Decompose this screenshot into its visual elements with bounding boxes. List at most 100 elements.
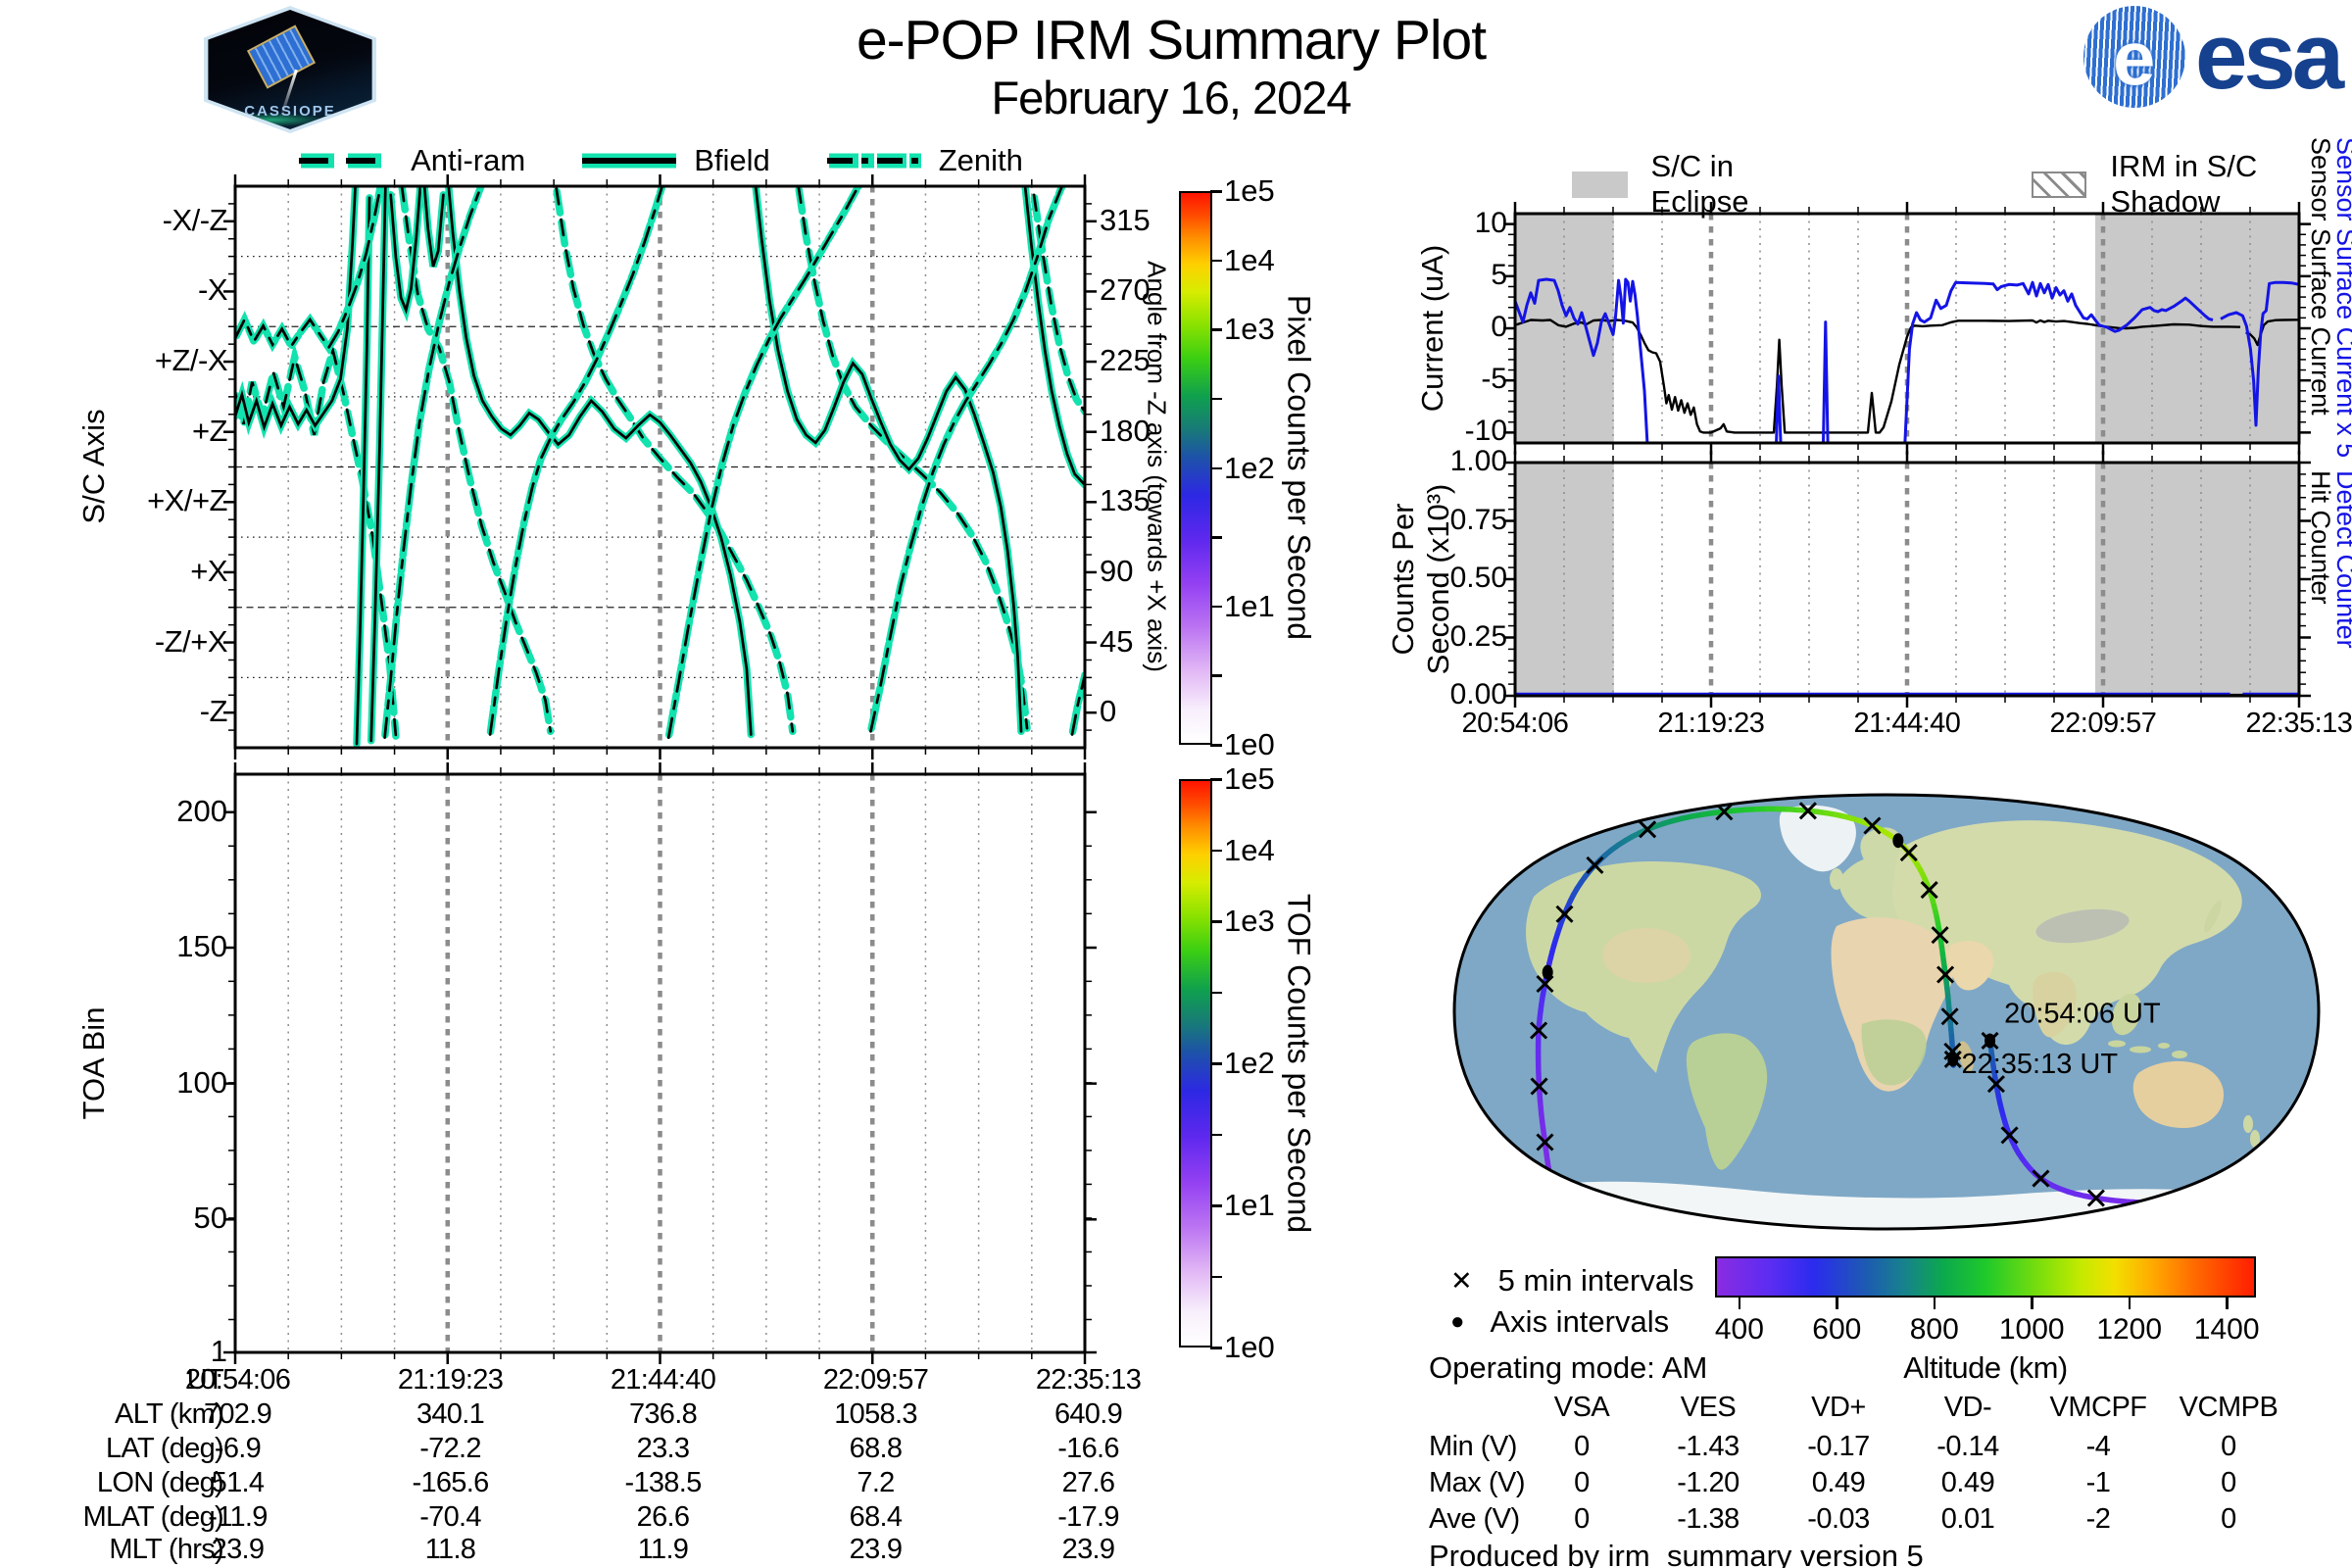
cell: -0.03 [1807, 1503, 1870, 1535]
cell: -2 [2085, 1503, 2111, 1535]
toa-bin-panel [223, 762, 1097, 1364]
colorbar-tick-label: 1e1 [1224, 1188, 1275, 1222]
svg-text:20:54:06 UT: 20:54:06 UT [2004, 998, 2161, 1029]
col-header: VD+ [1811, 1392, 1866, 1423]
eclipse-label: S/C in Eclipse [1650, 149, 1749, 219]
row-label: Ave (V) [1429, 1503, 1520, 1535]
cell: -17.9 [1057, 1501, 1119, 1533]
colorbar-tick-label: 1e2 [1224, 450, 1275, 485]
colorbar-tick [1210, 1133, 1222, 1136]
map-marker-legend: ✕ 5 min intervals ● Axis intervals [1450, 1260, 1693, 1343]
col-header: VCMPB [2179, 1392, 2278, 1423]
cell: 0 [1574, 1431, 1590, 1462]
cell: -70.4 [419, 1501, 481, 1533]
legend-label: Bfield [694, 143, 770, 177]
sc-ytick-label: -Z [199, 694, 228, 729]
y-tick-label: 0.75 [1449, 503, 1507, 536]
sc-axis-panel [223, 174, 1097, 760]
madagascar [1958, 1041, 1974, 1072]
cell: 0 [2221, 1431, 2236, 1462]
dot-marker-label: Axis intervals [1490, 1304, 1670, 1339]
cell: 26.6 [636, 1501, 690, 1533]
alt-colorbar-tick [2128, 1298, 2132, 1309]
angle-tick-label: 90 [1100, 553, 1134, 588]
colorbar-tick-label: 1e5 [1224, 173, 1275, 208]
sc-ytick-label: -X/-Z [162, 202, 228, 237]
altitude-colorbar [1715, 1256, 2256, 1298]
ground-track-map: 20:54:06 UT 22:35:13 UT [1452, 793, 2321, 1231]
counts-right-label-blue: Detect Counter [2331, 470, 2352, 649]
map-base [1454, 795, 2319, 1229]
y-tick-label: 0.25 [1449, 619, 1507, 653]
esa-globe-icon: e [2083, 6, 2185, 108]
legend-item-zenith: Zenith [825, 143, 1023, 178]
toa-ytick-label: 1 [210, 1334, 227, 1368]
australia [2132, 1060, 2225, 1128]
himalaya [2035, 908, 2130, 944]
sc-axis-legend: Anti-ram Bfield Zenith [235, 143, 1085, 178]
row-label: LAT (deg) [106, 1433, 224, 1464]
map-time-labels: 20:54:06 UT 22:35:13 UT [1961, 998, 2161, 1080]
alt-colorbar-tick [1836, 1298, 1838, 1309]
cell: 7.2 [857, 1467, 895, 1498]
page-date: February 16, 2024 [991, 72, 1351, 123]
colorbar-tick [1210, 674, 1222, 677]
alt-tick-label: 1400 [2193, 1313, 2260, 1346]
cell: -4 [2085, 1431, 2111, 1462]
sc-ytick-label: +X/+Z [147, 483, 227, 518]
cell: -16.6 [1057, 1433, 1119, 1464]
eclipse-gray-swatch [1572, 171, 1628, 198]
colorbar-tick [1210, 778, 1222, 781]
cassiope-wordmark: CASSIOPE [244, 103, 336, 120]
row-label: MLT (hrs) [109, 1534, 223, 1565]
altitude-colorbar-label: Altitude (km) [1903, 1350, 2068, 1385]
counts-right-label-black: Hit Counter [2306, 470, 2335, 605]
colorbar-tick [1210, 744, 1222, 747]
legend-label: Anti-ram [411, 143, 526, 177]
counts-panel [1503, 451, 2311, 708]
cell: -1.38 [1677, 1503, 1740, 1535]
cell: -11.9 [208, 1501, 268, 1533]
angle-tick-label: 45 [1100, 623, 1134, 659]
time-tick: 21:19:23 [1657, 708, 1765, 739]
colorbar-tick-label: 1e5 [1224, 761, 1275, 796]
cell: -6.9 [214, 1433, 262, 1464]
y-tick-label: -10 [1464, 415, 1507, 448]
x-marker-label: 5 min intervals [1497, 1263, 1694, 1298]
sc-ytick-label: +Z/-X [154, 343, 228, 378]
time-tick: 21:19:23 [397, 1364, 504, 1396]
operating-mode: Operating mode: AM [1429, 1350, 1708, 1385]
zenith-line-swatch [826, 153, 921, 169]
time-tick: 22:35:13 [2245, 708, 2352, 739]
page-title: e-POP IRM Summary Plot [856, 9, 1487, 72]
cell: 0.49 [1940, 1467, 1995, 1498]
y-tick-label: 1.00 [1449, 445, 1507, 477]
esa-logo: e esa [2083, 6, 2344, 108]
cassiope-satellite-icon [246, 24, 317, 89]
cell: -165.6 [412, 1467, 489, 1498]
colorbar-tick-label: 1e0 [1224, 1330, 1275, 1364]
colorbar-tick [1210, 1062, 1222, 1065]
toa-ytick-label: 50 [193, 1200, 227, 1236]
y-tick-label: 10 [1474, 206, 1507, 239]
dot-marker-icon: ● [1450, 1308, 1465, 1335]
cell: 736.8 [628, 1398, 698, 1430]
cell: 51.4 [211, 1467, 265, 1498]
colorbar-tick [1210, 920, 1222, 923]
cell: -0.14 [1936, 1431, 1999, 1462]
cell: 23.9 [1061, 1534, 1115, 1565]
cell: 68.4 [849, 1501, 903, 1533]
alt-colorbar-tick [1738, 1298, 1741, 1309]
tof-colorbar-label: TOF Counts per Second [1281, 893, 1317, 1234]
japan [2204, 900, 2222, 933]
sc-axis-right-label: Angle from -Z axis (towards +X axis) [1142, 261, 1172, 672]
colorbar-tick [1210, 605, 1222, 609]
col-header: VSA [1553, 1392, 1610, 1423]
cell: 11.8 [424, 1534, 476, 1565]
angle-tick-label: 225 [1100, 343, 1151, 378]
colorbar-tick-label: 1e4 [1224, 832, 1275, 867]
eclipse-legend: S/C in Eclipse IRM in S/C Shadow [1572, 149, 2352, 220]
angle-tick-label: 180 [1100, 413, 1151, 448]
row-label: Min (V) [1429, 1431, 1517, 1462]
colorbar-tick [1210, 466, 1222, 469]
